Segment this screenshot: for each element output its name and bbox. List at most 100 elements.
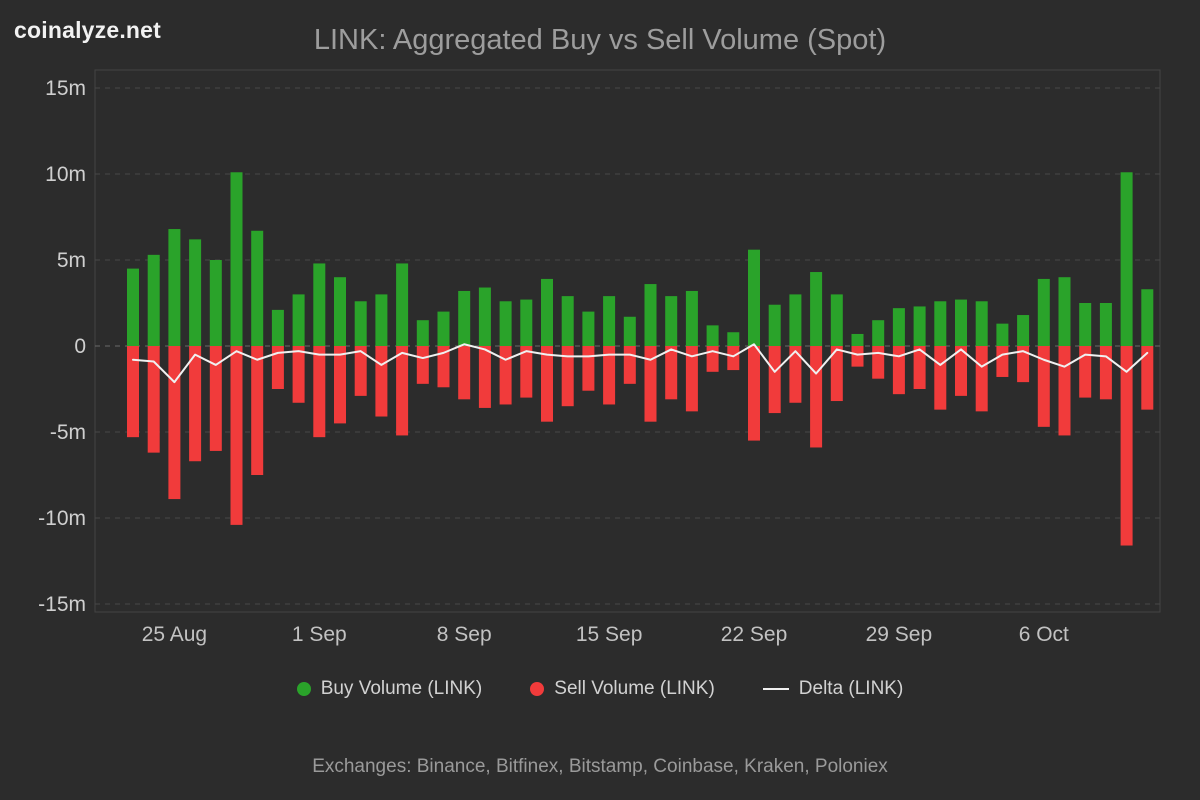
sell-bar[interactable] [416, 346, 429, 384]
sell-bar[interactable] [209, 346, 222, 451]
buy-bar[interactable] [810, 272, 823, 346]
sell-bar[interactable] [892, 346, 905, 395]
buy-bar[interactable] [499, 301, 512, 346]
sell-bar[interactable] [1099, 346, 1112, 400]
buy-bar[interactable] [1058, 277, 1071, 346]
buy-bar[interactable] [996, 323, 1009, 346]
buy-bar[interactable] [851, 333, 864, 346]
sell-bar[interactable] [975, 346, 988, 412]
buy-bar[interactable] [1017, 315, 1030, 346]
buy-bar[interactable] [1079, 303, 1092, 346]
sell-bar[interactable] [271, 346, 284, 389]
buy-bar[interactable] [1141, 289, 1154, 346]
buy-bar[interactable] [934, 301, 947, 346]
buy-bar[interactable] [375, 294, 388, 346]
sell-bar[interactable] [1141, 346, 1154, 410]
buy-bar[interactable] [975, 301, 988, 346]
sell-bar[interactable] [727, 346, 740, 371]
buy-bar[interactable] [209, 260, 222, 346]
buy-bar[interactable] [768, 304, 781, 346]
sell-bar[interactable] [872, 346, 885, 379]
sell-bar[interactable] [934, 346, 947, 410]
buy-bar[interactable] [644, 284, 657, 346]
sell-bar[interactable] [644, 346, 657, 422]
sell-bar[interactable] [313, 346, 326, 438]
sell-bar[interactable] [458, 346, 471, 400]
sell-bar[interactable] [582, 346, 595, 391]
site-logo[interactable]: coinalyze.net [14, 17, 162, 43]
buy-bar[interactable] [830, 294, 843, 346]
sell-bar[interactable] [955, 346, 967, 396]
sell-bar[interactable] [1079, 346, 1092, 398]
buy-bar[interactable] [147, 254, 160, 346]
buy-bar[interactable] [789, 294, 802, 346]
buy-bar[interactable] [354, 301, 367, 346]
sell-bar[interactable] [292, 346, 305, 403]
buy-bar[interactable] [168, 229, 181, 346]
sell-bar[interactable] [334, 346, 346, 424]
buy-bar[interactable] [271, 309, 284, 346]
sell-bar[interactable] [810, 346, 823, 448]
sell-bar[interactable] [623, 346, 636, 384]
sell-bar[interactable] [1120, 346, 1133, 546]
legend-item-sell-volume[interactable]: Sell Volume (LINK) [530, 678, 715, 700]
sell-bar[interactable] [230, 346, 243, 525]
sell-bar[interactable] [665, 346, 678, 400]
sell-bar[interactable] [189, 346, 202, 462]
buy-bar[interactable] [582, 311, 595, 346]
sell-bar[interactable] [706, 346, 719, 372]
sell-bar[interactable] [830, 346, 843, 402]
sell-bar[interactable] [541, 346, 553, 422]
buy-bar[interactable] [748, 249, 760, 346]
buy-bar[interactable] [520, 299, 533, 346]
sell-bar[interactable] [1058, 346, 1071, 436]
sell-bar[interactable] [478, 346, 491, 408]
buy-bar[interactable] [685, 290, 698, 346]
buy-bar[interactable] [665, 296, 678, 346]
buy-bar[interactable] [1120, 172, 1133, 346]
buy-bar[interactable] [1099, 303, 1112, 346]
sell-bar[interactable] [396, 346, 409, 436]
buy-bar[interactable] [292, 294, 305, 346]
buy-bar[interactable] [458, 290, 471, 346]
buy-bar[interactable] [913, 306, 926, 346]
sell-bar[interactable] [1037, 346, 1050, 427]
buy-bar[interactable] [623, 316, 636, 346]
sell-bar[interactable] [147, 346, 160, 453]
buy-bar[interactable] [437, 311, 450, 346]
sell-bar[interactable] [251, 346, 264, 475]
buy-bar[interactable] [872, 320, 885, 346]
sell-bar[interactable] [354, 346, 367, 396]
sell-bar[interactable] [685, 346, 698, 412]
sell-bar[interactable] [768, 346, 781, 414]
buy-bar[interactable] [313, 263, 326, 346]
buy-bar[interactable] [727, 332, 740, 346]
buy-bar[interactable] [478, 287, 491, 346]
legend-item-delta[interactable]: Delta (LINK) [762, 678, 903, 700]
sell-bar[interactable] [127, 346, 139, 438]
buy-bar[interactable] [334, 277, 346, 346]
buy-bar[interactable] [603, 296, 616, 346]
buy-bar[interactable] [561, 296, 574, 346]
sell-bar[interactable] [437, 346, 450, 388]
legend-item-buy-volume[interactable]: Buy Volume (LINK) [296, 678, 482, 700]
sell-bar[interactable] [913, 346, 926, 389]
sell-bar[interactable] [789, 346, 802, 403]
sell-bar[interactable] [1017, 346, 1030, 383]
buy-bar[interactable] [230, 172, 243, 346]
sell-bar[interactable] [520, 346, 533, 398]
buy-bar[interactable] [892, 308, 905, 346]
buy-bar[interactable] [706, 325, 719, 346]
sell-bar[interactable] [851, 346, 864, 367]
sell-bar[interactable] [375, 346, 388, 417]
sell-bar[interactable] [748, 346, 760, 441]
sell-bar[interactable] [561, 346, 574, 407]
buy-bar[interactable] [127, 268, 139, 346]
buy-bar[interactable] [955, 299, 967, 346]
buy-bar[interactable] [251, 230, 264, 346]
sell-bar[interactable] [603, 346, 616, 405]
sell-bar[interactable] [499, 346, 512, 405]
buy-bar[interactable] [416, 320, 429, 346]
buy-bar[interactable] [396, 263, 409, 346]
